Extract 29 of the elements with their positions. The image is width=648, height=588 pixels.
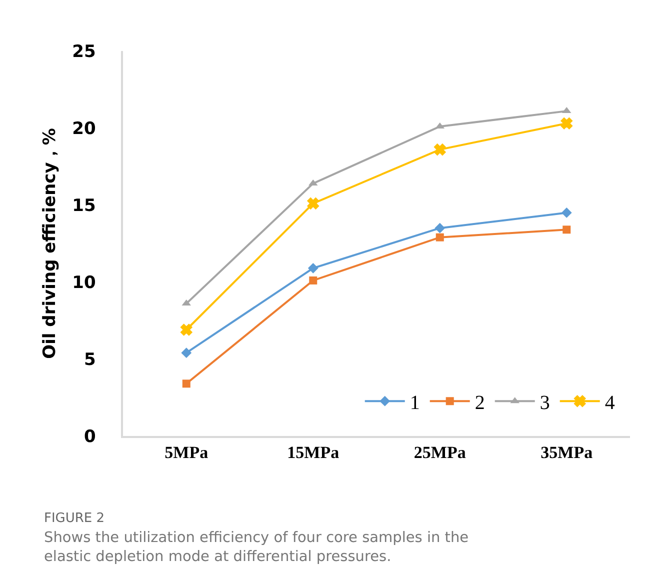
x-tick-label: 15MPa [287, 443, 340, 462]
point [308, 262, 318, 274]
point [182, 380, 190, 388]
x-tick-label: 5MPa [164, 443, 209, 462]
y-tick-label: 15 [72, 196, 96, 216]
x-tick-label: 25MPa [414, 443, 466, 462]
x-tick-label: 35MPa [540, 443, 594, 462]
legend-label: 3 [540, 392, 550, 414]
y-tick-label: 20 [72, 118, 96, 139]
point [561, 208, 572, 218]
y-axis-title: Oil driving efficiency，% [40, 128, 60, 359]
y-tick-label: 25 [72, 42, 96, 62]
y-tick-label: 0 [84, 426, 96, 447]
y-tick-label: 10 [72, 272, 96, 293]
point [181, 348, 192, 358]
caption: FIGURE 2 [44, 511, 105, 526]
point [180, 324, 192, 336]
point [434, 144, 446, 156]
legend-label: 4 [604, 392, 615, 414]
point [307, 198, 319, 210]
point [434, 222, 446, 234]
legend-label: 2 [474, 392, 485, 414]
point [309, 276, 318, 284]
point [562, 226, 571, 234]
y-tick-label: 5 [84, 350, 96, 370]
text: Shows the utilization efficiency of four core samples in the elastic depletion mode at differential pressures. [44, 530, 469, 565]
legend-label: 1 [410, 392, 420, 414]
point [560, 118, 572, 130]
point [436, 233, 444, 242]
